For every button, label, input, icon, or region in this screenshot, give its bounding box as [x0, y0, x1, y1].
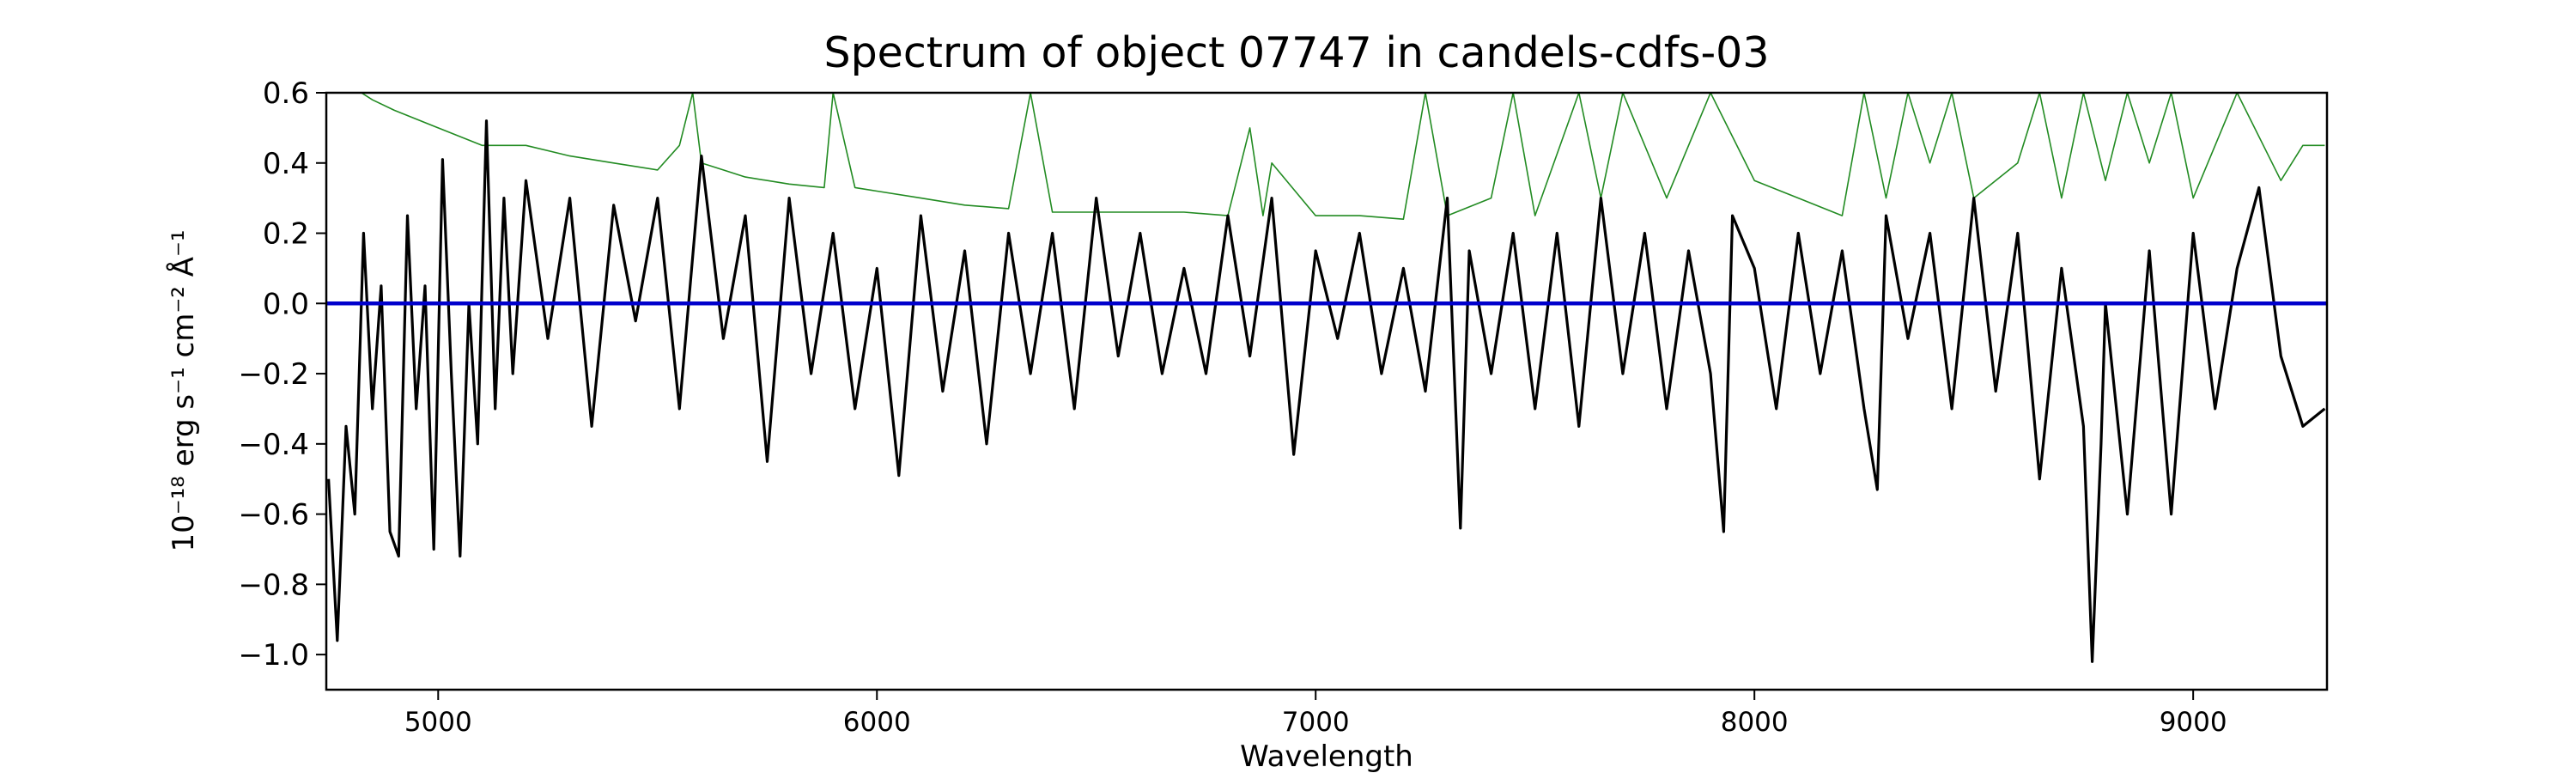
- x-tick-label: 5000: [404, 707, 472, 738]
- y-tick-label: −0.6: [238, 498, 309, 533]
- flux-spectrum-line: [327, 119, 2326, 663]
- plot-area: [326, 93, 2327, 663]
- chart-title: Spectrum of object 07747 in candels-cdfs…: [823, 28, 1769, 77]
- y-axis-label: 10⁻¹⁸ erg s⁻¹ cm⁻² Å⁻¹: [166, 229, 201, 551]
- x-axis: 5000 6000 7000 8000 9000: [404, 690, 2227, 738]
- y-tick-label: −1.0: [238, 638, 309, 673]
- x-tick-label: 7000: [1282, 707, 1350, 738]
- y-axis: 0.6 0.4 0.2 0.0 −0.2 −0.4 −0.6 −0.8 −1.0: [238, 76, 326, 673]
- y-tick-label: 0.4: [263, 147, 309, 181]
- x-axis-label: Wavelength: [1240, 740, 1413, 773]
- x-tick-label: 6000: [843, 707, 911, 738]
- y-tick-label: 0.6: [263, 76, 309, 111]
- y-tick-label: −0.8: [238, 568, 309, 602]
- y-tick-label: 0.0: [263, 287, 309, 321]
- y-tick-label: −0.2: [238, 357, 309, 392]
- y-tick-label: 0.2: [263, 217, 309, 252]
- plot-frame: [325, 91, 2329, 691]
- y-tick-label: −0.4: [238, 428, 309, 462]
- error-spectrum-line: [328, 93, 2325, 220]
- x-tick-label: 9000: [2160, 707, 2227, 738]
- x-tick-label: 8000: [1721, 707, 1789, 738]
